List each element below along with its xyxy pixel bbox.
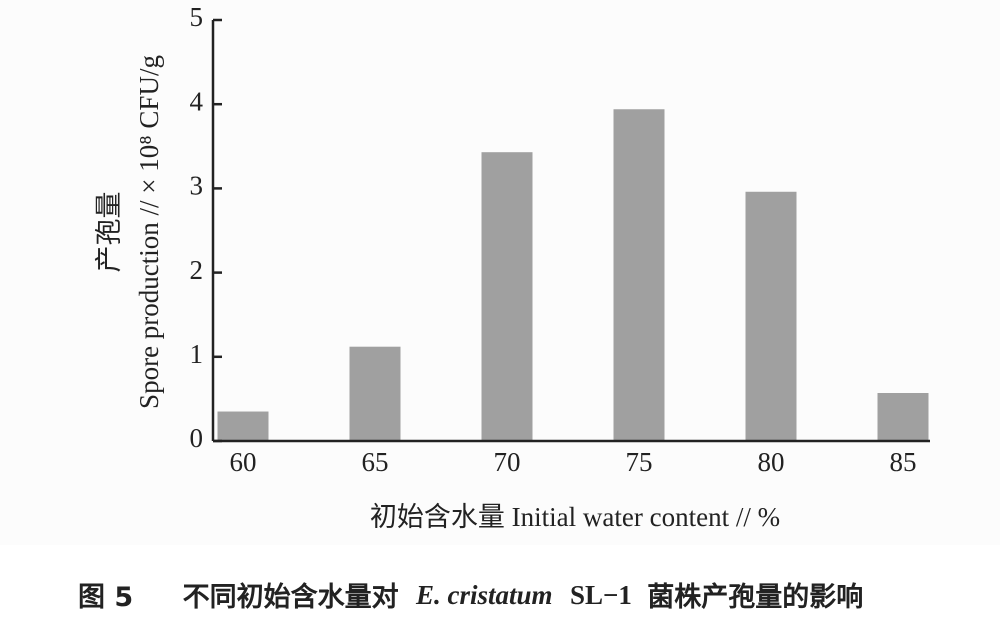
x-tick-label: 85 [890, 447, 917, 477]
x-tick-label: 60 [230, 447, 257, 477]
y-tick-label: 2 [190, 255, 204, 285]
bar [349, 346, 401, 441]
bar [481, 152, 533, 441]
caption-species: E. cristatum [415, 580, 553, 610]
bar [877, 393, 929, 441]
caption-number: 图 5 [78, 582, 133, 613]
y-label-cn: 产孢量 [94, 192, 124, 273]
y-tick-label: 5 [190, 2, 204, 32]
x-label: 初始含水量 Initial water content // % [370, 502, 780, 532]
caption: 图 5 不同初始含水量对 E. cristatum SL−1 菌株产孢量的影响 [78, 580, 863, 612]
y-tick-label: 0 [190, 423, 204, 453]
y-tick-label: 1 [190, 339, 204, 369]
y-tick-label: 3 [190, 171, 204, 201]
x-tick-label: 65 [362, 447, 389, 477]
caption-text: 不同初始含水量对 [183, 581, 399, 613]
x-tick-label: 70 [494, 447, 521, 477]
y-tick-label: 4 [190, 86, 204, 116]
caption-text-end: 菌株产孢量的影响 [647, 581, 863, 613]
bar [613, 109, 665, 441]
bar [745, 191, 797, 441]
y-label-cn-group: 产孢量 [94, 192, 124, 273]
x-tick-label: 75 [626, 447, 653, 477]
x-tick-label: 80 [758, 447, 785, 477]
y-label-en: Spore production // × 10⁸ CFU/g [134, 55, 164, 409]
y-label-en-group: Spore production // × 10⁸ CFU/g [134, 55, 164, 409]
bar [217, 411, 269, 441]
caption-strain: SL−1 [570, 580, 632, 610]
